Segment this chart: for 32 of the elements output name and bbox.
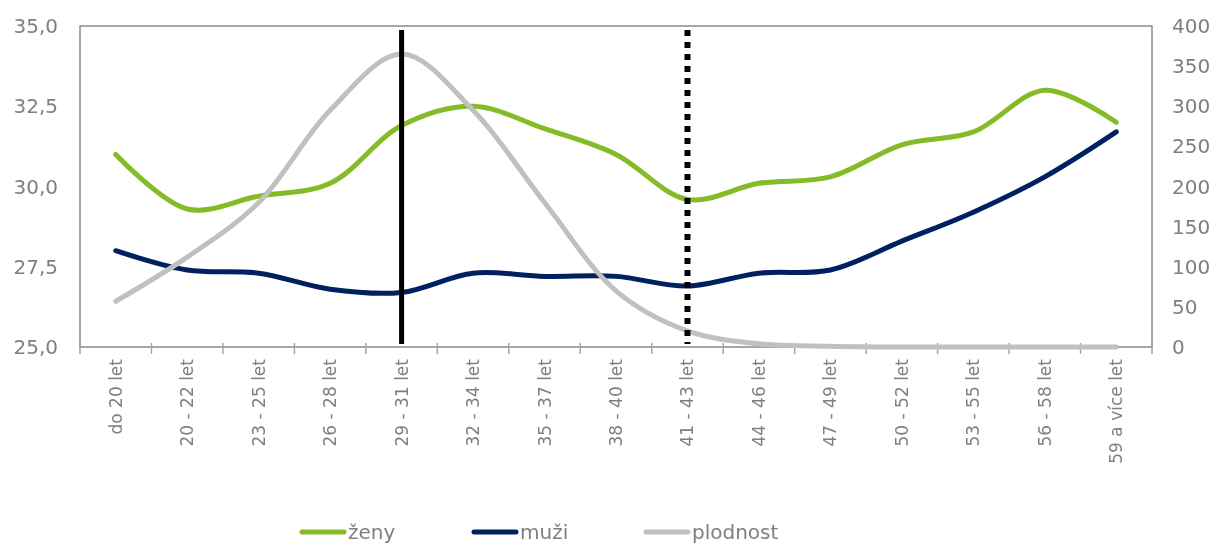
x-tick-label: 35 - 37 let <box>534 358 555 447</box>
legend-label: muži <box>520 520 569 544</box>
x-tick-label: 44 - 46 let <box>748 358 769 447</box>
x-tick-label: 50 - 52 let <box>891 358 912 447</box>
y2-tick-label: 150 <box>1172 214 1211 239</box>
y2-tick-label: 100 <box>1172 254 1211 279</box>
x-tick-label: 59 a více let <box>1106 358 1127 464</box>
y2-tick-label: 350 <box>1172 54 1211 79</box>
y-tick-label: 25,0 <box>13 335 58 359</box>
x-tick-label: 20 - 22 let <box>177 358 198 447</box>
x-tick-label: 41 - 43 let <box>677 358 698 447</box>
x-tick-label: 23 - 25 let <box>248 358 269 447</box>
y2-tick-label: 50 <box>1172 294 1198 319</box>
legend-label: ženy <box>348 520 396 544</box>
x-tick-label: do 20 let <box>105 358 126 435</box>
x-tick-label: 56 - 58 let <box>1034 358 1055 447</box>
x-tick-label: 53 - 55 let <box>963 358 984 447</box>
x-tick-label: 47 - 49 let <box>820 358 841 447</box>
x-tick-label: 38 - 40 let <box>606 358 626 447</box>
y2-tick-label: 200 <box>1172 174 1211 199</box>
x-tick-label: 32 - 34 let <box>463 358 484 447</box>
y-tick-label: 27,5 <box>13 254 58 279</box>
x-tick-label: 26 - 28 let <box>320 358 341 447</box>
y2-tick-label: 0 <box>1172 335 1185 359</box>
y2-tick-label: 250 <box>1172 134 1211 159</box>
y2-tick-label: 300 <box>1172 94 1211 119</box>
y-tick-label: 32,5 <box>13 94 58 119</box>
y-tick-label: 35,0 <box>13 14 58 38</box>
x-tick-label: 29 - 31 let <box>391 358 412 447</box>
y-tick-label: 30,0 <box>13 174 58 199</box>
legend-label: plodnost <box>692 520 779 544</box>
y2-tick-label: 400 <box>1172 14 1211 38</box>
